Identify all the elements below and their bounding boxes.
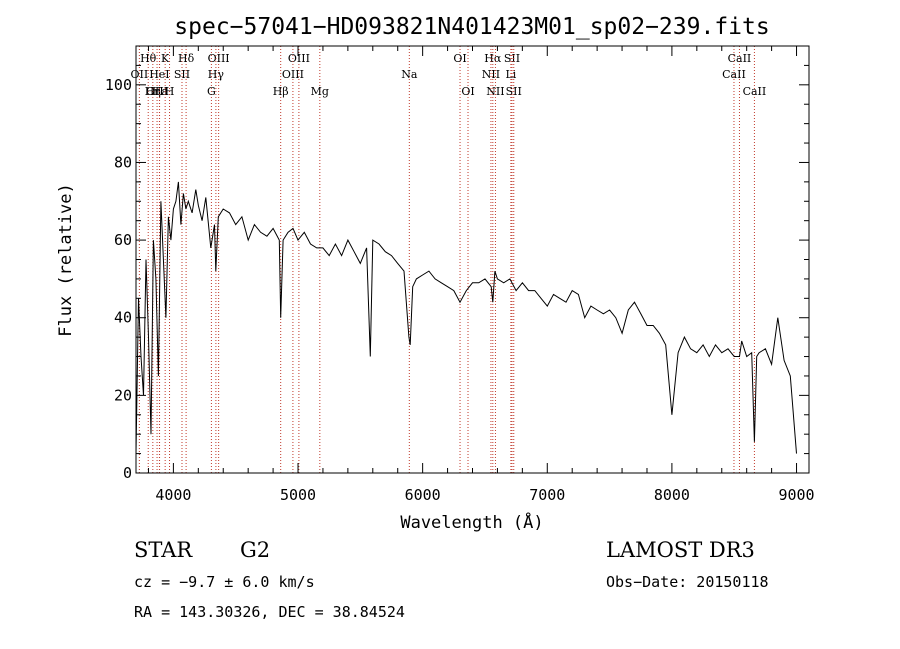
line-marker-label: Hα [484, 52, 502, 65]
line-marker-label: OIII [288, 52, 310, 65]
x-tick-label: 9000 [778, 486, 814, 504]
line-marker-label: Li [505, 68, 516, 81]
y-tick-label: 40 [114, 309, 132, 327]
x-axis-label: Wavelength (Å) [400, 511, 543, 533]
object-class: STAR [134, 538, 193, 562]
line-marker-label: CaII [743, 85, 767, 98]
line-marker-label: OI [453, 52, 466, 65]
obs-date: Obs−Date: 20150118 [606, 573, 769, 591]
y-tick-label: 60 [114, 231, 132, 249]
line-marker-label: SII [506, 85, 522, 98]
x-tick-label: 7000 [529, 486, 565, 504]
x-tick-label: 6000 [405, 486, 441, 504]
line-marker-label: OIII [208, 52, 230, 65]
line-marker-label: OI [461, 85, 474, 98]
y-tick-label: 20 [114, 386, 132, 404]
x-tick-label: 4000 [155, 486, 191, 504]
line-marker-label: Mg [311, 85, 329, 98]
y-tick-label: 0 [123, 464, 132, 482]
line-marker-label: OII [131, 68, 149, 81]
line-marker-label: SII [174, 68, 190, 81]
chart-title: spec−57041−HD093821N401423M01_sp02−239.f… [174, 14, 769, 40]
line-marker-label: CaII [728, 52, 752, 65]
survey-name: LAMOST DR3 [606, 538, 755, 562]
line-marker-label: NII [486, 85, 504, 98]
line-marker-label: OIII [282, 68, 304, 81]
spectrum-line [135, 181, 797, 454]
spectral-subclass: G2 [240, 538, 271, 562]
x-tick-label: 5000 [280, 486, 316, 504]
line-marker-label: Hγ [208, 68, 225, 81]
line-marker-label: SII [504, 52, 520, 65]
line-marker-label: K [161, 52, 170, 65]
x-tick-label: 8000 [654, 486, 690, 504]
line-marker-label: OIII [146, 85, 168, 98]
line-marker-label: Hδ [178, 52, 195, 65]
line-marker-label: Na [401, 68, 418, 81]
y-tick-label: 80 [114, 153, 132, 171]
line-marker-label: HeI [149, 68, 169, 81]
plot-frame [135, 45, 810, 474]
redshift-value: cz = −9.7 ± 6.0 km/s [134, 573, 315, 591]
line-marker-label: Hη [145, 85, 161, 98]
line-marker-label: CaII [722, 68, 746, 81]
line-marker-label: Hβ [273, 85, 289, 98]
line-marker-label: G [207, 85, 216, 98]
line-marker-label: H [165, 85, 175, 98]
y-tick-label: 100 [105, 76, 132, 94]
coordinates: RA = 143.30326, DEC = 38.84524 [134, 603, 405, 621]
y-axis-label: Flux (relative) [56, 183, 76, 337]
axes: 4000 5000 6000 7000 8000 9000 0 20 40 60 80 100 [105, 45, 815, 504]
line-marker-label: NII [482, 68, 500, 81]
line-marker-label: Hθ [140, 52, 157, 65]
